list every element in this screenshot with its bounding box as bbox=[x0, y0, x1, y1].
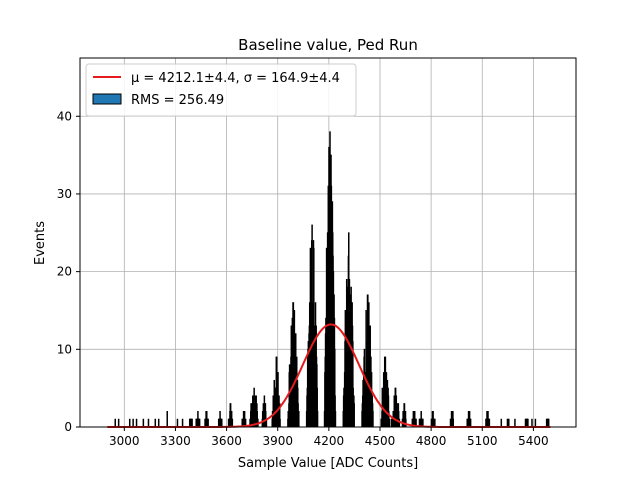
histogram-bar bbox=[132, 418, 134, 428]
histogram-bar bbox=[547, 418, 550, 428]
histogram-bar bbox=[353, 403, 355, 428]
histogram-bar bbox=[334, 411, 337, 428]
x-tick-label: 5100 bbox=[467, 434, 498, 448]
histogram-bar bbox=[534, 418, 537, 428]
y-tick-label: 40 bbox=[57, 109, 72, 123]
x-axis-label: Sample Value [ADC Counts] bbox=[238, 456, 418, 471]
histogram-bar bbox=[154, 418, 157, 428]
x-tick-label: 5400 bbox=[518, 434, 549, 448]
legend-box bbox=[85, 63, 357, 117]
histogram-bar bbox=[181, 418, 184, 428]
legend: μ = 4212.1±4.4, σ = 164.9±4.4 RMS = 256.… bbox=[85, 63, 357, 117]
legend-fit-label: μ = 4212.1±4.4, σ = 164.9±4.4 bbox=[131, 71, 340, 86]
histogram-bar bbox=[114, 418, 116, 428]
y-tick-label: 20 bbox=[57, 265, 72, 279]
histogram-bar bbox=[298, 411, 300, 428]
histogram-bar bbox=[147, 418, 150, 428]
histogram-bars bbox=[114, 131, 550, 428]
histogram-bar bbox=[191, 418, 193, 428]
histogram-bar bbox=[166, 411, 168, 428]
x-tick-label: 4200 bbox=[314, 434, 345, 448]
y-axis-label: Events bbox=[33, 221, 48, 265]
histogram-bar bbox=[279, 418, 281, 428]
histogram-bar bbox=[221, 418, 223, 428]
histogram-bar bbox=[372, 411, 374, 428]
y-tick-label: 10 bbox=[57, 342, 72, 356]
histogram-bar bbox=[531, 418, 533, 428]
x-tick-label: 3900 bbox=[262, 434, 293, 448]
histogram-bar bbox=[207, 418, 209, 428]
histogram-bar bbox=[452, 418, 454, 428]
histogram-bar bbox=[142, 418, 145, 428]
histogram-bar bbox=[128, 418, 131, 428]
x-axis-ticks: 3000 3300 3600 3900 4200 4500 4800 5100 5400 bbox=[109, 427, 549, 448]
legend-hist-label: RMS = 256.49 bbox=[131, 93, 224, 108]
chart-title: Baseline value, Ped Run bbox=[238, 36, 418, 54]
x-tick-label: 3000 bbox=[109, 434, 140, 448]
y-tick-label: 30 bbox=[57, 187, 72, 201]
histogram-bar bbox=[198, 418, 201, 428]
histogram-bar bbox=[176, 418, 179, 428]
histogram-bar bbox=[434, 418, 436, 428]
histogram-bar bbox=[508, 418, 510, 428]
x-tick-label: 4500 bbox=[365, 434, 396, 448]
histogram-bar bbox=[500, 418, 503, 428]
y-tick-label: 0 bbox=[64, 420, 72, 434]
y-axis-ticks: 0 10 20 30 40 bbox=[57, 109, 80, 434]
histogram-bar bbox=[135, 418, 138, 428]
histogram-bar bbox=[398, 418, 401, 428]
histogram-bar bbox=[316, 411, 319, 428]
plot-frame bbox=[79, 57, 577, 428]
histogram-bar bbox=[488, 418, 491, 428]
histogram-bar bbox=[469, 418, 472, 428]
histogram-bar bbox=[157, 418, 160, 428]
histogram-bar bbox=[388, 418, 391, 428]
x-tick-label: 3600 bbox=[211, 434, 242, 448]
histogram-bar bbox=[117, 418, 120, 428]
x-tick-label: 4800 bbox=[416, 434, 447, 448]
histogram-bar bbox=[514, 418, 516, 428]
x-tick-label: 3300 bbox=[160, 434, 191, 448]
histogram-bar bbox=[527, 418, 529, 428]
legend-hist-swatch bbox=[92, 93, 122, 105]
